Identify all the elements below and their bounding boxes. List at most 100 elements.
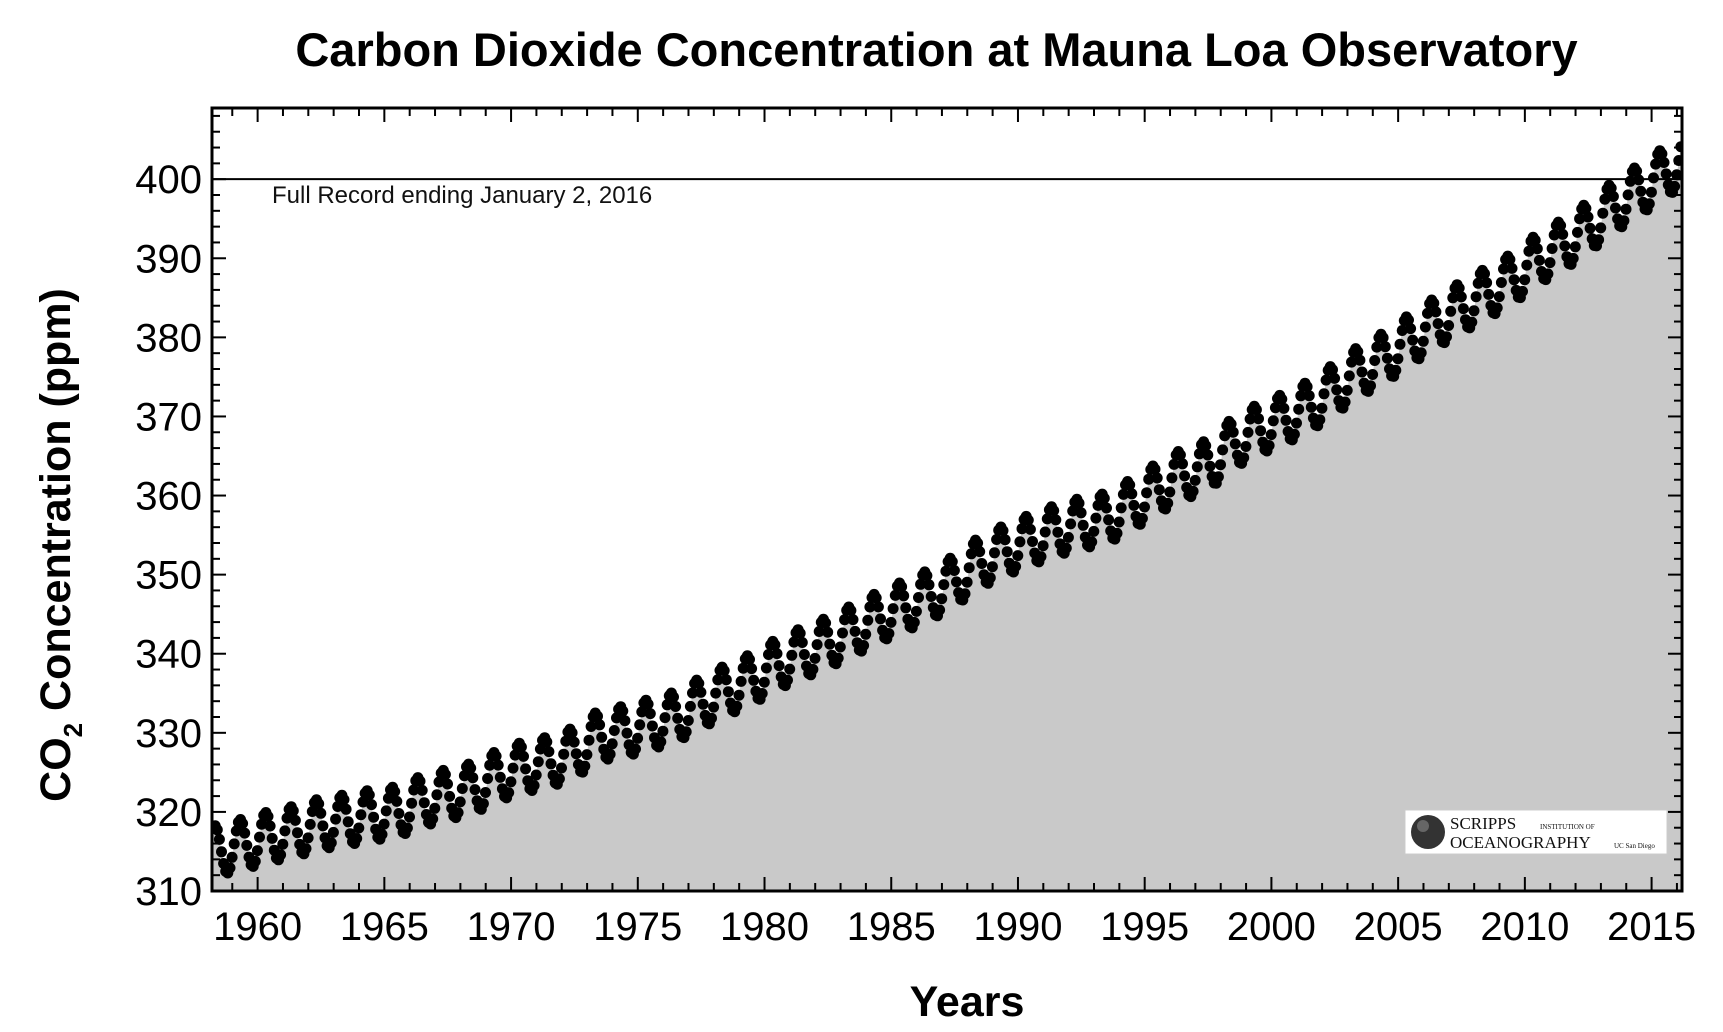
data-point: [617, 705, 629, 717]
data-point: [991, 534, 1003, 545]
data-point: [965, 548, 977, 560]
data-point: [1062, 531, 1074, 543]
data-point: [1267, 415, 1279, 427]
data-point: [961, 576, 973, 588]
data-point: [604, 748, 616, 760]
data-point: [509, 749, 521, 761]
y-tick-label: 400: [135, 158, 202, 202]
data-point: [1149, 463, 1161, 475]
data-point: [1117, 488, 1129, 500]
data-point: [1098, 492, 1110, 504]
data-point: [862, 614, 874, 626]
x-tick-label: 2010: [1480, 905, 1569, 949]
data-point: [414, 775, 426, 787]
data-point: [1024, 523, 1036, 535]
data-point: [1041, 513, 1053, 525]
data-point: [431, 789, 443, 801]
data-point: [657, 725, 669, 737]
data-point: [1339, 396, 1351, 408]
data-point: [1280, 414, 1292, 426]
data-point: [1202, 449, 1214, 461]
data-point: [241, 839, 253, 851]
data-point: [1305, 401, 1317, 413]
data-point: [1584, 222, 1596, 234]
data-point: [570, 748, 582, 760]
data-point: [1048, 505, 1060, 517]
data-point: [642, 698, 654, 710]
data-point: [1415, 347, 1427, 359]
data-point: [1174, 449, 1186, 461]
data-point: [1506, 262, 1518, 274]
data-point: [1417, 335, 1429, 347]
data-point: [1367, 369, 1379, 380]
data-point: [687, 687, 698, 699]
data-point: [1618, 215, 1630, 227]
data-point: [708, 701, 720, 713]
y-tick-label: 360: [135, 475, 202, 519]
data-point: [784, 663, 796, 675]
data-point: [661, 699, 673, 711]
data-point: [304, 818, 316, 830]
data-point: [1597, 207, 1609, 219]
data-point: [1352, 346, 1364, 358]
data-point: [1428, 297, 1440, 309]
data-point: [264, 820, 276, 832]
data-point: [1580, 202, 1592, 214]
data-point: [1001, 546, 1013, 558]
data-point: [534, 743, 546, 755]
data-point: [670, 701, 682, 712]
data-point: [366, 799, 377, 811]
data-point: [213, 833, 225, 845]
data-point: [1346, 356, 1357, 368]
x-tick-label: 1980: [720, 905, 809, 949]
x-tick-label: 2015: [1607, 905, 1696, 949]
data-point: [870, 592, 882, 604]
data-point: [1293, 403, 1305, 415]
logo-globe-highlight-icon: [1417, 820, 1429, 832]
data-point: [1631, 165, 1643, 177]
data-point: [1468, 305, 1480, 317]
data-point: [1067, 505, 1079, 517]
data-point: [1381, 352, 1393, 364]
data-point: [568, 736, 580, 748]
data-point: [984, 572, 996, 584]
data-point: [619, 715, 631, 727]
data-point: [1077, 519, 1089, 531]
data-point: [1212, 471, 1224, 483]
data-point: [763, 649, 774, 660]
plot-frame: [210, 106, 1684, 893]
data-point: [355, 809, 367, 821]
data-point: [1379, 341, 1391, 353]
data-point: [1635, 185, 1647, 197]
data-point: [1027, 536, 1038, 547]
data-point: [822, 626, 834, 638]
data-point: [807, 663, 819, 675]
data-point: [1483, 288, 1495, 300]
data-point: [1255, 425, 1267, 437]
data-point: [378, 818, 390, 830]
data-point: [737, 662, 749, 674]
data-point: [824, 638, 836, 650]
data-point: [480, 787, 491, 798]
data-point: [606, 738, 618, 750]
data-point: [1595, 222, 1607, 234]
data-point: [353, 822, 365, 834]
data-point: [948, 565, 960, 576]
data-point: [718, 665, 730, 677]
data-point: [608, 725, 620, 736]
logo-line-2-small: UC San Diego: [1614, 842, 1655, 850]
data-point: [794, 627, 806, 639]
data-point: [1103, 514, 1115, 526]
x-tick-label: 2000: [1227, 905, 1316, 949]
data-point: [1605, 182, 1617, 194]
logo-background: [1404, 809, 1668, 855]
data-point: [404, 811, 415, 823]
data-point: [672, 712, 684, 724]
data-point: [482, 773, 494, 784]
data-point: [465, 762, 477, 774]
data-point: [1065, 518, 1077, 530]
data-point: [363, 789, 375, 801]
data-point: [1491, 302, 1503, 314]
data-point: [872, 601, 884, 613]
data-point: [634, 719, 646, 731]
